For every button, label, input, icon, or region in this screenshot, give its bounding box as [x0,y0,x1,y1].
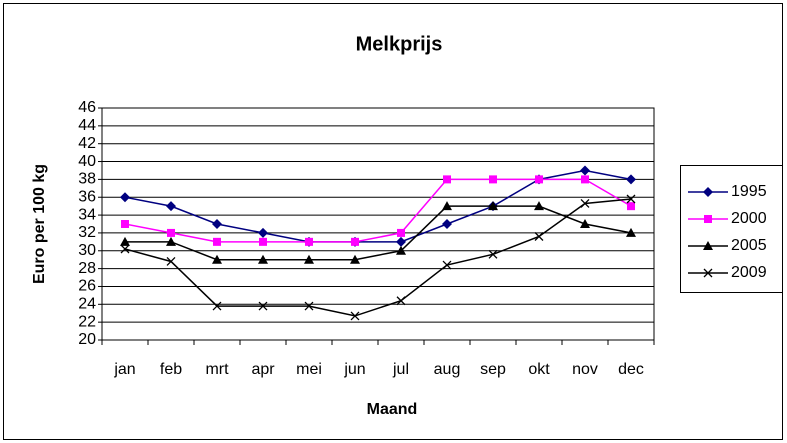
data-point [443,175,451,184]
data-point [167,228,175,237]
legend-marker [703,187,713,197]
legend-marker [703,241,713,250]
y-tick-label: 30 [78,242,96,259]
legend-label: 2009 [731,264,767,281]
x-tick-label: mrt [205,361,229,378]
data-point [258,254,268,264]
data-point [442,260,452,270]
x-tick-label: sep [480,361,506,378]
data-point [535,175,543,184]
data-point [626,227,636,237]
data-point [212,219,222,229]
data-point [396,236,406,247]
data-point [351,237,359,246]
x-tick-label: jun [343,361,365,378]
data-point [396,245,406,255]
x-tick-label: nov [572,361,598,378]
plot-area [101,107,655,341]
data-point [120,244,130,254]
data-point [580,165,590,176]
data-point [581,175,589,184]
data-point [120,236,130,246]
y-tick-label: 34 [78,206,96,223]
x-tick-label: jul [392,361,409,378]
y-tick-label: 32 [78,224,96,241]
y-tick-label: 46 [78,99,96,116]
data-point [534,201,544,211]
legend-box [680,165,783,293]
data-point [489,175,497,184]
data-point [258,227,268,238]
series-line [125,205,632,261]
series-line [124,169,632,243]
data-point [580,219,590,228]
y-tick-label: 28 [78,260,96,277]
data-point [396,296,406,306]
y-tick-label: 24 [78,296,96,313]
x-tick-label: apr [251,361,275,378]
y-tick-label: 20 [78,331,96,348]
data-point [304,301,314,311]
data-point [258,301,268,311]
chart-title: Melkprijs [356,33,443,55]
data-point [488,249,498,259]
data-point [626,194,636,204]
data-point [534,232,544,241]
data-point [212,254,222,264]
y-tick-label: 38 [78,171,96,188]
y-tick-label: 22 [78,313,96,330]
data-point [212,301,222,311]
data-point [166,201,176,212]
x-tick-label: okt [528,361,550,378]
data-point [121,220,129,228]
data-point [626,174,636,185]
series-line [124,178,632,243]
data-point [350,311,360,321]
legend-label: 1995 [731,183,767,200]
legend-label: 2000 [731,210,767,227]
y-tick-label: 26 [78,278,96,295]
x-tick-label: jan [113,361,135,378]
x-axis-label: Maand [367,401,418,418]
y-tick-label: 44 [78,117,96,134]
data-point [213,237,221,246]
y-tick-label: 42 [78,135,96,152]
x-tick-label: aug [434,361,461,378]
data-point [442,219,452,229]
data-point [305,237,313,246]
data-point [304,254,314,264]
legend-marker [703,268,713,278]
data-point [166,236,176,246]
y-tick-label: 36 [78,188,96,205]
data-point [397,228,405,237]
x-tick-label: feb [160,361,182,378]
legend-label: 2005 [731,237,767,254]
data-point [259,237,267,246]
data-point [166,257,176,266]
data-point [580,199,590,208]
data-point [120,192,130,203]
y-tick-label: 40 [78,153,96,170]
y-axis-label: Euro per 100 kg [31,164,48,284]
series-line [124,198,632,317]
data-point [442,201,452,211]
x-tick-label: dec [618,361,644,378]
x-tick-label: mei [296,361,322,378]
data-point [350,254,360,264]
data-point [488,201,498,211]
data-point [627,202,635,211]
legend-marker [704,215,712,223]
